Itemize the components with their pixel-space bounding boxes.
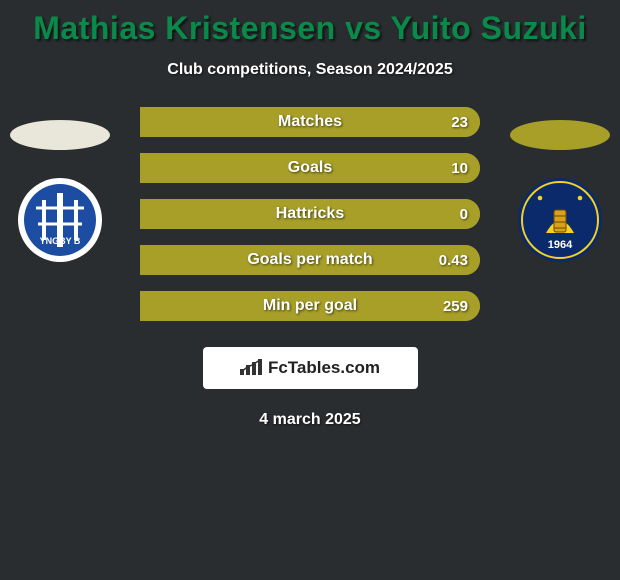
stat-row: Min per goal 259 xyxy=(140,291,480,321)
player-right-column: 1964 xyxy=(510,120,610,262)
club-crest-left: YNGBY B xyxy=(18,178,102,262)
stat-value-right: 10 xyxy=(451,160,468,177)
page-title: Mathias Kristensen vs Yuito Suzuki xyxy=(33,10,586,47)
club-crest-right: 1964 xyxy=(518,178,602,262)
comparison-card: Mathias Kristensen vs Yuito Suzuki Club … xyxy=(0,0,620,580)
stat-value-right: 23 xyxy=(451,114,468,131)
stat-value-right: 0.43 xyxy=(439,252,468,269)
stat-label: Hattricks xyxy=(276,205,344,223)
player-left-oval xyxy=(10,120,110,150)
date-label: 4 march 2025 xyxy=(259,411,360,429)
stat-row: Goals per match 0.43 xyxy=(140,245,480,275)
lyngby-crest-icon: YNGBY B xyxy=(18,178,102,262)
stat-value-right: 259 xyxy=(443,298,468,315)
stat-row: Matches 23 xyxy=(140,107,480,137)
stats-rows: Matches 23 Goals 10 Hattricks 0 Goals per matc… xyxy=(140,107,480,321)
brondby-crest-icon: 1964 xyxy=(518,178,602,262)
svg-text:YNGBY B: YNGBY B xyxy=(40,236,81,246)
stat-label: Goals per match xyxy=(247,251,372,269)
stat-row: Hattricks 0 xyxy=(140,199,480,229)
subtitle: Club competitions, Season 2024/2025 xyxy=(167,61,452,79)
svg-text:1964: 1964 xyxy=(548,239,573,251)
stat-label: Goals xyxy=(288,159,332,177)
bar-chart-icon xyxy=(240,359,262,377)
stat-label: Min per goal xyxy=(263,297,357,315)
fctables-label: FcTables.com xyxy=(268,358,380,378)
player-right-oval xyxy=(510,120,610,150)
stat-label: Matches xyxy=(278,113,342,131)
stat-value-right: 0 xyxy=(460,206,468,223)
fctables-watermark: FcTables.com xyxy=(203,347,418,389)
player-left-column: YNGBY B xyxy=(10,120,110,262)
stat-row: Goals 10 xyxy=(140,153,480,183)
